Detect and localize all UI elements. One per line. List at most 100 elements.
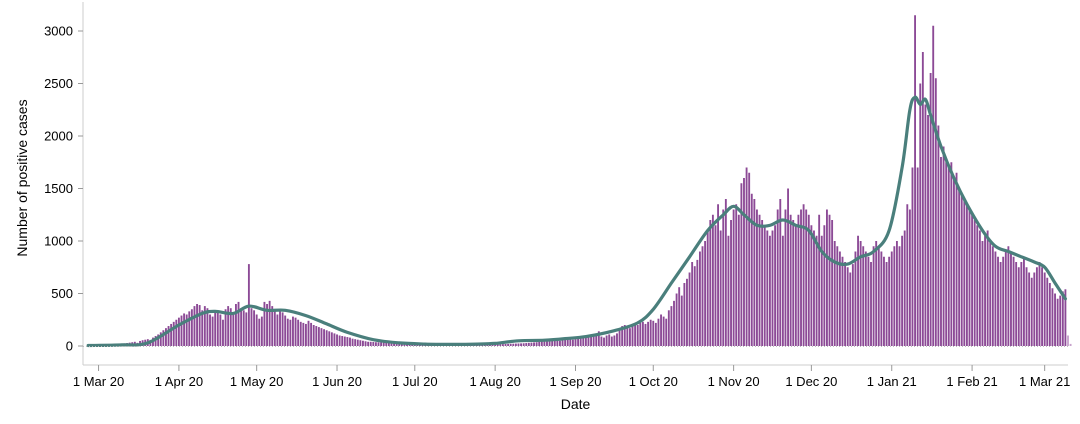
bar bbox=[890, 251, 893, 346]
bar bbox=[792, 220, 795, 346]
bar bbox=[683, 283, 686, 346]
bar bbox=[960, 193, 963, 346]
bar bbox=[390, 342, 393, 346]
bar bbox=[981, 241, 984, 346]
bar bbox=[320, 328, 323, 346]
bar bbox=[232, 312, 235, 346]
bar bbox=[823, 225, 826, 346]
bar bbox=[680, 295, 683, 346]
bar bbox=[190, 309, 193, 346]
bar bbox=[328, 331, 331, 346]
bar bbox=[154, 336, 157, 346]
bar bbox=[538, 341, 541, 346]
bar bbox=[177, 317, 180, 346]
bar bbox=[947, 167, 950, 346]
bar bbox=[1010, 251, 1012, 346]
bar bbox=[325, 330, 328, 346]
bar bbox=[901, 235, 904, 346]
bar bbox=[735, 204, 738, 346]
bar bbox=[579, 338, 582, 347]
bar bbox=[242, 310, 245, 346]
bar bbox=[297, 319, 300, 346]
bar bbox=[603, 337, 605, 346]
bar bbox=[745, 167, 748, 346]
bar bbox=[501, 344, 504, 346]
bar bbox=[512, 343, 515, 346]
bar bbox=[828, 214, 831, 346]
bar bbox=[294, 317, 297, 346]
bar bbox=[908, 209, 911, 346]
x-tick-label: 1 Nov 20 bbox=[708, 374, 760, 389]
bar bbox=[237, 301, 240, 346]
bar bbox=[761, 220, 764, 346]
bar bbox=[919, 83, 922, 346]
bar bbox=[737, 214, 740, 346]
bar bbox=[268, 300, 271, 346]
x-tick-label: 1 Mar 21 bbox=[1019, 374, 1070, 389]
trend-line bbox=[86, 95, 1067, 348]
bar bbox=[1017, 267, 1020, 346]
bar bbox=[968, 209, 971, 346]
bar bbox=[395, 342, 398, 346]
x-tick-label: 1 Jun 20 bbox=[312, 374, 362, 389]
bar bbox=[771, 230, 774, 346]
bar bbox=[1048, 283, 1051, 346]
x-tick-label: 1 Feb 21 bbox=[946, 374, 997, 389]
bar bbox=[670, 306, 673, 346]
x-tick-label: 1 Sep 20 bbox=[549, 374, 601, 389]
bar bbox=[520, 343, 522, 347]
bar bbox=[1051, 288, 1054, 346]
bar bbox=[245, 312, 248, 346]
bar bbox=[978, 230, 981, 346]
bar bbox=[875, 241, 878, 346]
bar bbox=[810, 225, 813, 346]
bar bbox=[888, 256, 891, 346]
trend-line-layer bbox=[86, 95, 1067, 348]
bar bbox=[711, 214, 714, 346]
bar bbox=[846, 267, 849, 346]
bar bbox=[667, 310, 670, 346]
bar bbox=[159, 332, 162, 346]
bar bbox=[206, 308, 209, 346]
bars-layer bbox=[97, 15, 1072, 347]
bar bbox=[696, 259, 699, 346]
bar bbox=[263, 301, 266, 346]
bar bbox=[380, 342, 383, 346]
bar bbox=[569, 338, 572, 346]
bar bbox=[1025, 267, 1028, 346]
bar bbox=[351, 338, 354, 346]
bar bbox=[276, 314, 279, 346]
bar bbox=[1012, 256, 1015, 346]
bar bbox=[800, 209, 802, 346]
bar bbox=[644, 323, 647, 346]
y-axis-title: Number of positive cases bbox=[14, 99, 30, 256]
bar bbox=[652, 320, 655, 346]
bar bbox=[732, 209, 735, 346]
bar bbox=[880, 251, 883, 346]
bar bbox=[527, 342, 530, 346]
bar bbox=[504, 344, 507, 346]
bar bbox=[608, 334, 611, 346]
bar bbox=[582, 337, 585, 346]
bar bbox=[748, 172, 751, 346]
bar bbox=[535, 342, 538, 346]
x-tick-label: 1 Apr 20 bbox=[155, 374, 203, 389]
bar bbox=[971, 214, 974, 346]
bar bbox=[929, 73, 932, 346]
bar bbox=[260, 316, 263, 346]
bar bbox=[675, 293, 678, 346]
bar bbox=[953, 178, 955, 346]
bar bbox=[906, 204, 909, 346]
bar bbox=[214, 311, 217, 346]
bar bbox=[1043, 272, 1046, 346]
bar-incomplete bbox=[1069, 343, 1072, 346]
bar bbox=[533, 342, 535, 346]
bar bbox=[193, 306, 196, 346]
y-tick-label: 2000 bbox=[44, 129, 73, 144]
bar bbox=[382, 342, 385, 346]
bar bbox=[714, 225, 717, 346]
bar bbox=[302, 322, 305, 346]
bar bbox=[398, 343, 401, 346]
bar bbox=[833, 241, 836, 346]
bar bbox=[1059, 295, 1062, 346]
